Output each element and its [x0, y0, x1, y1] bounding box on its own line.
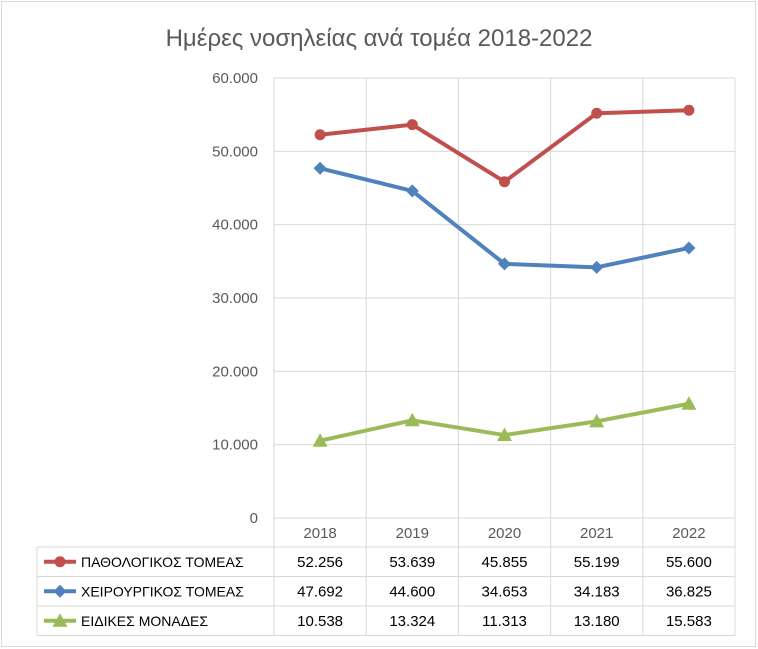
data-point	[589, 413, 605, 428]
data-point	[498, 257, 511, 271]
data-point	[497, 427, 512, 442]
chart-title: Ημέρες νοσηλείας ανά τομέα 2018-2022	[166, 25, 593, 52]
x-tick-label: 2020	[488, 525, 521, 542]
y-tick-label: 0	[250, 510, 258, 527]
legend-label: ΧΕΙΡΟΥΡΓΙΚΟΣ ΤΟΜΕΑΣ	[81, 583, 244, 599]
data-label: 36.825	[666, 583, 712, 600]
data-label: 34.183	[574, 583, 620, 600]
y-tick-label: 60.000	[212, 70, 258, 87]
legend-marker	[54, 556, 66, 568]
data-point	[404, 412, 420, 427]
data-point	[591, 107, 603, 119]
data-label: 13.324	[389, 613, 435, 630]
data-label: 52.256	[297, 554, 343, 571]
data-label: 55.600	[666, 554, 712, 571]
data-label: 15.583	[666, 613, 712, 630]
data-table: 2018 2019 2020 2021 2022 ΠΑΘΟΛΟΓΙΚΟΣ ΤΟΜΕΑΣ 52…	[36, 78, 736, 636]
data-point	[405, 184, 419, 198]
data-point	[314, 129, 326, 141]
data-label: 45.855	[482, 554, 528, 571]
data-point	[682, 241, 696, 255]
data-point	[313, 161, 327, 175]
x-tick-label: 2018	[303, 525, 336, 542]
data-label: 55.199	[574, 554, 620, 571]
x-tick-label: 2022	[672, 525, 705, 542]
gridlines	[274, 77, 735, 446]
y-tick-label: 30.000	[212, 290, 258, 307]
data-point	[683, 104, 695, 116]
x-tick-label: 2021	[580, 525, 613, 542]
data-label: 13.180	[574, 613, 620, 630]
data-point	[406, 119, 418, 131]
data-label: 11.313	[482, 613, 527, 630]
data-point	[590, 260, 604, 274]
series-line	[318, 108, 691, 184]
y-tick-label: 40.000	[212, 217, 258, 234]
x-tick-label: 2019	[396, 525, 429, 542]
data-label: 34.653	[482, 583, 528, 600]
data-label: 47.692	[297, 583, 343, 600]
legend-marker	[52, 613, 68, 627]
data-label: 10.538	[297, 613, 343, 630]
data-point	[312, 433, 328, 447]
data-label: 53.639	[389, 554, 435, 571]
data-label: 44.600	[389, 583, 435, 600]
data-point	[499, 176, 510, 188]
y-tick-label: 50.000	[212, 143, 258, 160]
y-axis-ticks: 0 10.000 20.000 30.000 40.000 50.000 60.000	[212, 70, 258, 527]
series-lines	[312, 104, 697, 447]
legend-marker	[53, 584, 67, 598]
legend-label: ΠΑΘΟΛΟΓΙΚΟΣ ΤΟΜΕΑΣ	[81, 554, 244, 570]
y-tick-label: 10.000	[212, 437, 258, 454]
y-tick-label: 20.000	[212, 363, 258, 380]
data-point	[681, 396, 697, 410]
legend-label: ΕΙΔΙΚΕΣ ΜΟΝΑΔΕΣ	[81, 613, 208, 629]
